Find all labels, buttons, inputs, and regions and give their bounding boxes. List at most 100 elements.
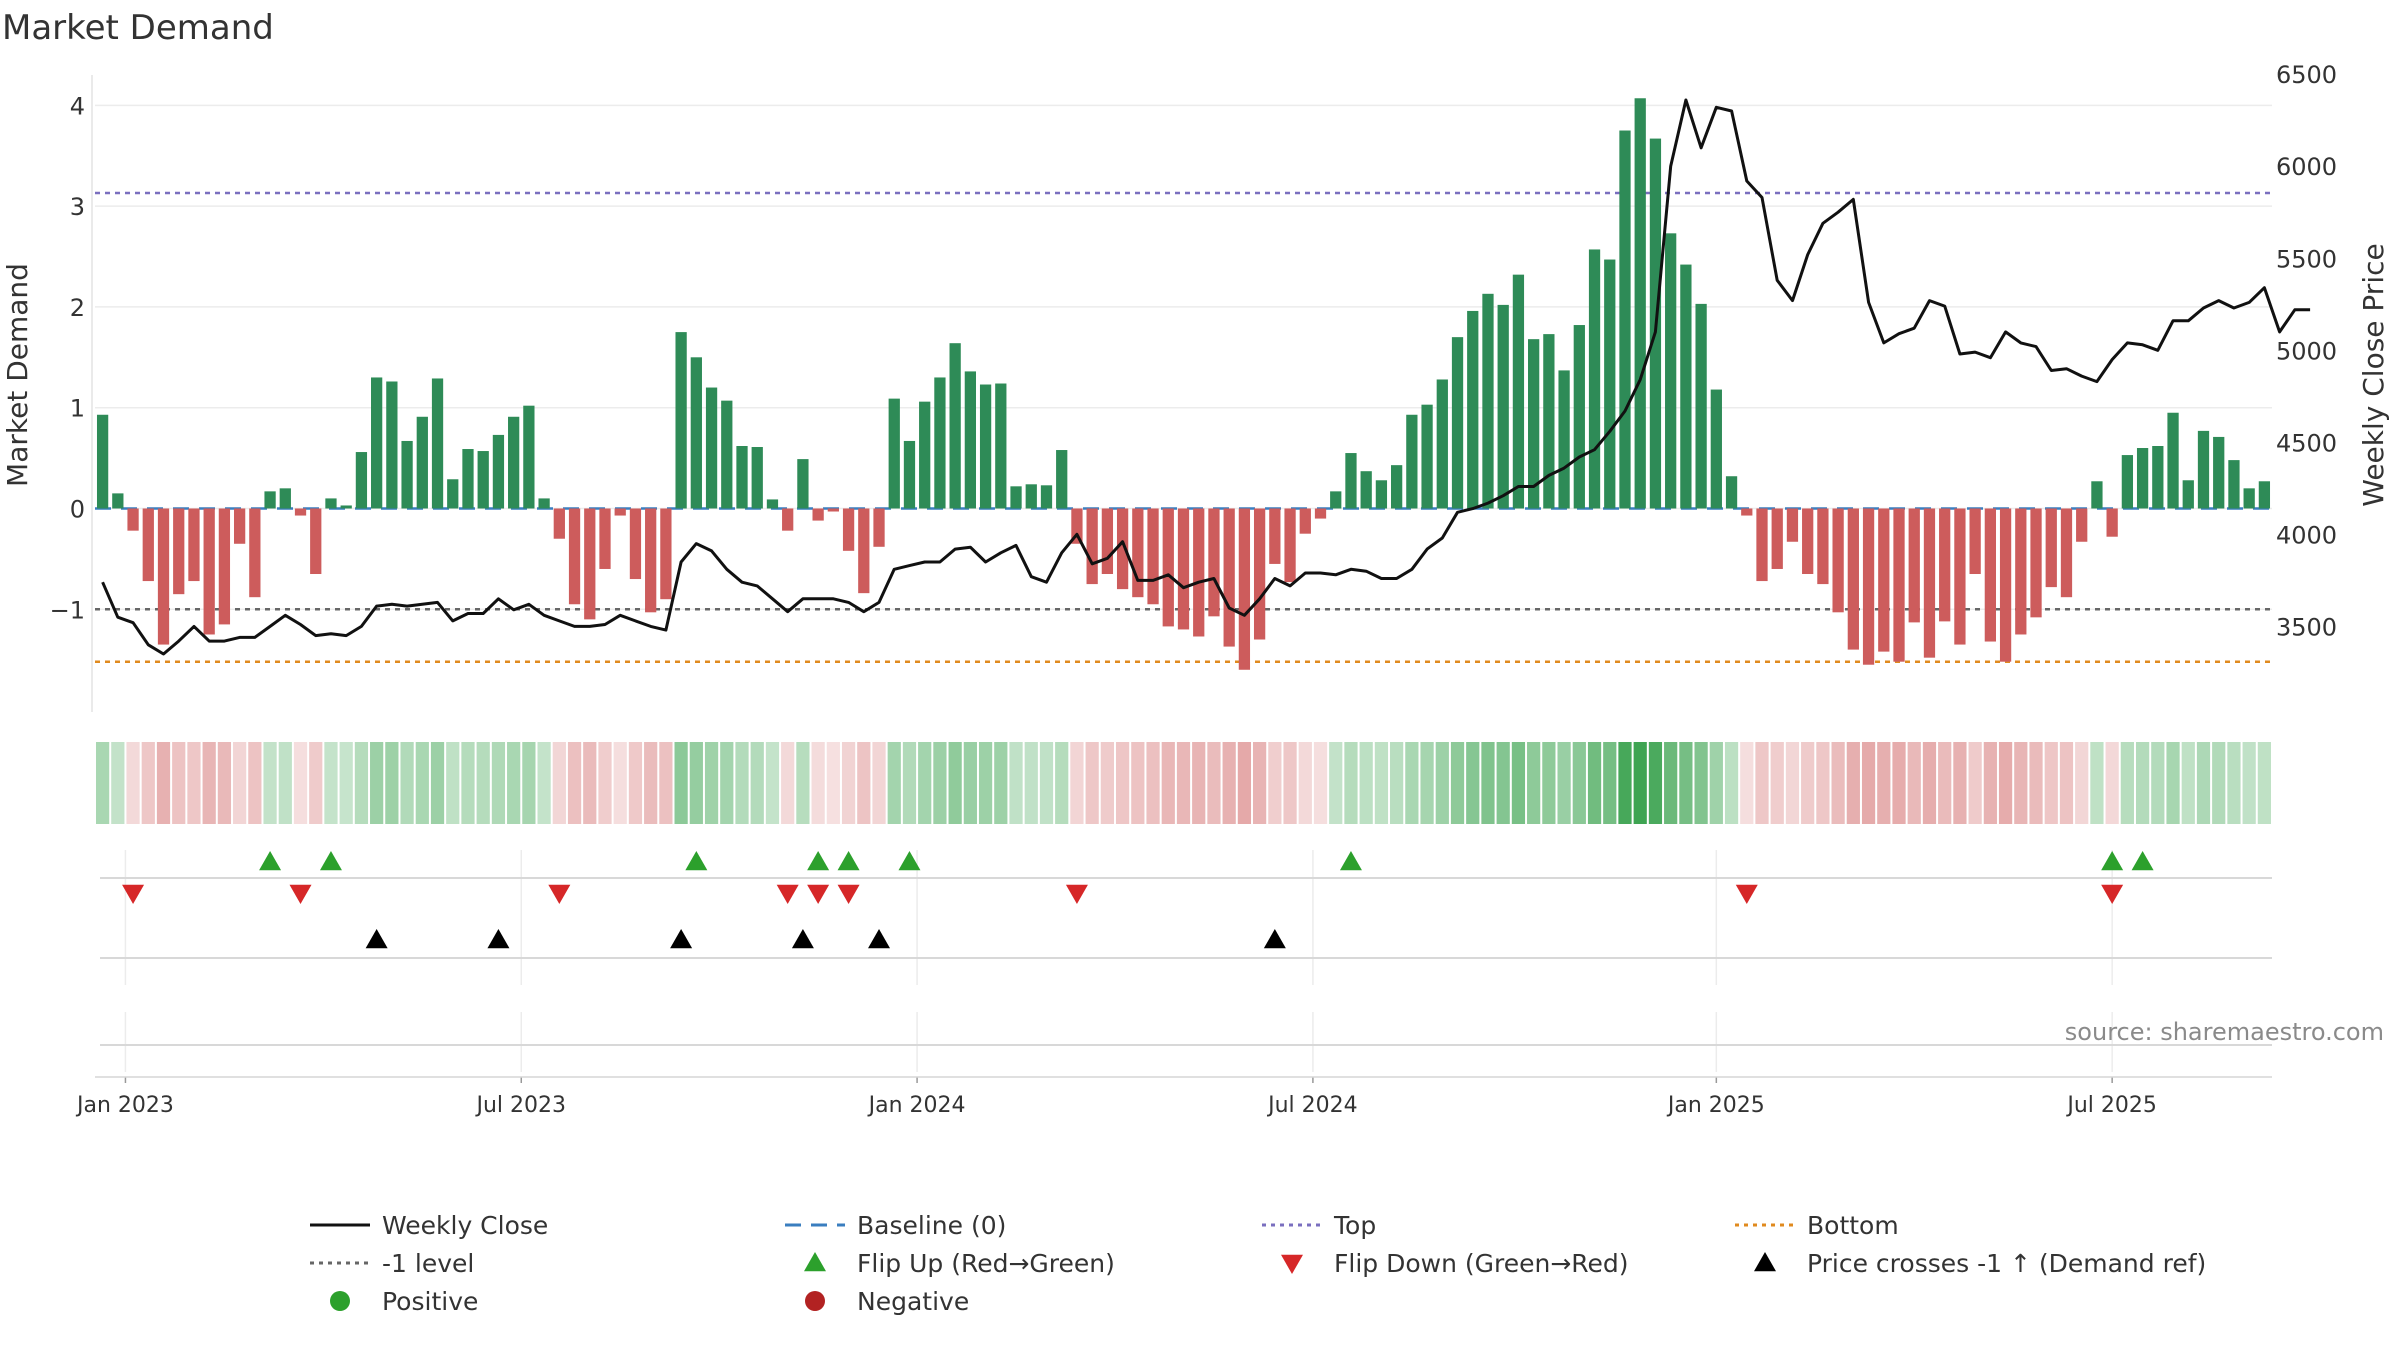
heat-cell	[2151, 742, 2165, 824]
flip-down-marker	[837, 884, 860, 904]
demand-bar	[1056, 450, 1068, 509]
demand-bar	[873, 508, 885, 547]
demand-bar	[1451, 337, 1464, 509]
demand-bar	[1101, 508, 1114, 575]
flip-down-marker	[776, 884, 799, 904]
demand-bar	[751, 447, 763, 509]
demand-bar	[812, 508, 824, 521]
heat-cell	[598, 742, 612, 824]
demand-bar	[431, 378, 444, 509]
heat-cell	[476, 742, 490, 824]
demand-bar	[1010, 486, 1022, 509]
y2-tick-label: 3500	[2276, 613, 2337, 641]
legend-label: Weekly Close	[382, 1211, 548, 1240]
demand-bar	[1269, 508, 1281, 564]
price-cross-marker	[365, 929, 388, 949]
heat-cell	[1085, 742, 1099, 824]
demand-bar	[96, 414, 109, 509]
heat-cell	[811, 742, 825, 824]
heat-cell	[400, 742, 414, 824]
heat-cell	[796, 742, 810, 824]
demand-bar	[371, 377, 383, 509]
demand-bar	[1908, 508, 1920, 623]
heat-cell	[1009, 742, 1023, 824]
y-tick-label: 4	[70, 92, 85, 120]
heat-cell	[765, 742, 780, 824]
demand-bar	[553, 508, 565, 539]
demand-bar	[584, 508, 596, 620]
demand-bar	[416, 416, 428, 509]
demand-bar	[188, 508, 200, 582]
heat-cell	[1785, 742, 1800, 824]
demand-bar	[1771, 508, 1783, 569]
demand-bar	[797, 459, 809, 509]
legend-label: Flip Up (Red→Green)	[857, 1249, 1115, 1278]
heat-cell	[994, 742, 1008, 824]
demand-bar	[1208, 508, 1220, 617]
heat-cell	[1222, 742, 1236, 824]
demand-bar	[1954, 508, 1966, 645]
heat-cell	[370, 742, 384, 824]
flip-down-marker	[548, 884, 571, 904]
demand-bar	[1817, 508, 1829, 585]
heat-cell	[324, 742, 338, 824]
demand-bar	[2258, 481, 2271, 509]
y2-tick-label: 4000	[2276, 521, 2337, 549]
heat-cell	[644, 742, 658, 824]
heat-cell	[507, 742, 521, 824]
demand-bar	[782, 508, 794, 531]
demand-bar	[1238, 508, 1251, 670]
heat-cell	[1938, 742, 1952, 824]
demand-bar	[1177, 508, 1190, 630]
heat-cell	[1679, 742, 1693, 824]
heat-cell	[1253, 742, 1267, 824]
demand-bar	[1162, 508, 1174, 627]
demand-bar	[675, 332, 687, 509]
legend-item: Flip Down (Green→Red)	[1281, 1249, 1629, 1278]
demand-bar	[629, 508, 642, 580]
demand-bar	[1665, 233, 1677, 509]
demand-bar	[1832, 508, 1844, 613]
demand-bar	[1878, 508, 1890, 652]
demand-bar	[1893, 508, 1905, 662]
heat-cell	[1131, 742, 1145, 824]
price-cross-marker	[670, 929, 693, 949]
heat-cell	[872, 742, 886, 824]
heat-cell	[537, 742, 551, 824]
legend-item: Baseline (0)	[785, 1211, 1006, 1240]
legend-item: Flip Up (Red→Green)	[804, 1249, 1115, 1278]
demand-bar	[1025, 484, 1037, 509]
heat-cell	[750, 742, 764, 824]
flip-down-marker	[289, 884, 312, 904]
demand-bar	[705, 387, 718, 509]
heat-cell	[202, 742, 216, 824]
heat-cell	[248, 742, 262, 824]
demand-bar	[2243, 488, 2255, 509]
demand-bar	[1969, 508, 1981, 575]
demand-bar	[979, 384, 992, 509]
demand-bar	[1847, 508, 1859, 650]
heat-cell	[857, 742, 871, 824]
demand-bar	[2015, 508, 2027, 635]
demand-bar	[645, 508, 657, 613]
heat-cell	[1176, 742, 1191, 824]
heat-cell	[2059, 742, 2074, 824]
y-tick-label: 0	[70, 495, 85, 523]
heat-cell	[1298, 742, 1312, 824]
heat-cell	[522, 742, 536, 824]
demand-bar	[964, 371, 976, 509]
heat-cell	[1237, 742, 1252, 824]
y2-tick-label: 6500	[2276, 61, 2337, 89]
heat-cell	[1587, 742, 1602, 824]
demand-bar	[1147, 508, 1159, 605]
demand-bar	[1862, 508, 1875, 665]
heat-cell	[1146, 742, 1160, 824]
heat-cell	[309, 742, 323, 824]
demand-bar	[1923, 508, 1936, 658]
demand-bar	[386, 381, 398, 509]
source-text: source: sharemaestro.com	[2065, 1018, 2384, 1046]
weekly-close-line	[101, 98, 2311, 656]
demand-bar	[492, 434, 505, 509]
heat-cell	[1420, 742, 1434, 824]
